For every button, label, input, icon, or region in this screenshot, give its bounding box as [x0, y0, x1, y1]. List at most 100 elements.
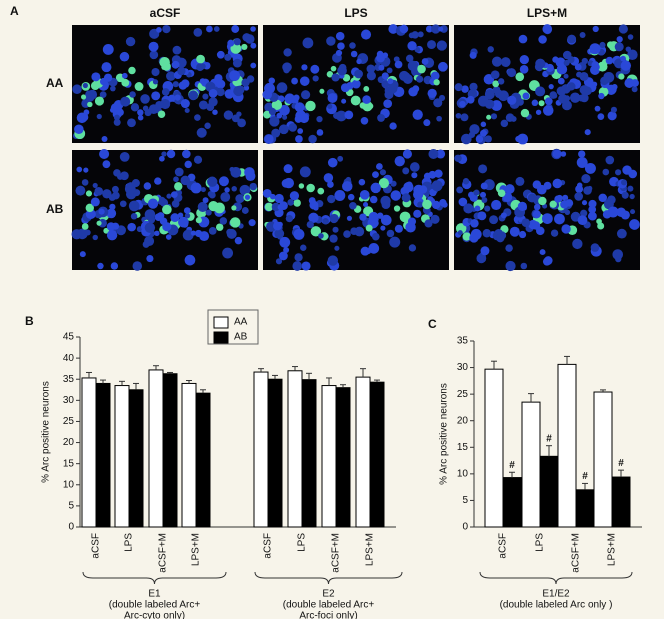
cell — [459, 100, 466, 108]
cell — [212, 109, 218, 115]
cell — [616, 228, 627, 239]
cell — [360, 29, 372, 40]
bar — [301, 379, 317, 528]
cell — [521, 218, 531, 227]
cell — [119, 151, 130, 162]
cell — [610, 106, 617, 113]
cell — [627, 34, 634, 40]
cell — [340, 83, 350, 93]
cell — [484, 89, 495, 100]
cell — [476, 253, 487, 264]
cell — [262, 89, 273, 100]
cell — [269, 116, 280, 127]
cell — [598, 193, 608, 203]
cell — [404, 72, 410, 79]
cell — [131, 179, 140, 188]
cell — [549, 91, 558, 99]
cell — [386, 67, 393, 74]
cell — [113, 118, 121, 126]
cell — [143, 182, 152, 190]
cell — [102, 43, 114, 55]
cell — [76, 112, 88, 124]
cell — [291, 77, 298, 85]
bar — [114, 385, 130, 528]
cell — [331, 73, 340, 82]
cell — [134, 82, 144, 91]
cell — [72, 84, 82, 94]
cell — [579, 93, 589, 103]
cell — [460, 113, 469, 122]
cell — [213, 26, 220, 32]
cell — [455, 112, 462, 119]
cell — [350, 50, 358, 58]
cell — [400, 186, 410, 196]
cell — [241, 43, 248, 51]
cell — [620, 55, 626, 62]
y-tick-label: 35 — [63, 374, 75, 385]
cell — [318, 233, 324, 239]
bar — [81, 377, 97, 528]
cell — [292, 261, 303, 271]
cell — [349, 42, 356, 49]
cell — [457, 230, 463, 236]
cell — [297, 128, 304, 134]
cell — [337, 42, 345, 50]
cell — [478, 164, 488, 174]
cell — [603, 72, 615, 83]
cell — [119, 171, 129, 181]
cell — [241, 207, 249, 214]
cell — [629, 193, 635, 200]
cell — [294, 102, 305, 113]
cell — [356, 58, 362, 65]
cell — [150, 53, 157, 60]
cell — [438, 61, 448, 72]
cell — [603, 199, 614, 210]
cell — [262, 188, 272, 198]
cell — [184, 254, 196, 266]
cell — [389, 122, 397, 130]
cell — [250, 62, 257, 69]
cell — [572, 238, 583, 250]
cell — [591, 81, 598, 87]
cell — [173, 176, 179, 183]
cell — [282, 114, 288, 120]
cell — [198, 100, 208, 110]
cell — [366, 71, 376, 81]
cell — [172, 81, 179, 88]
y-tick-label: 25 — [457, 389, 469, 400]
cell — [94, 96, 105, 106]
cell — [130, 103, 140, 112]
cell — [401, 193, 411, 203]
y-tick-label: 0 — [462, 522, 468, 533]
cell — [330, 65, 337, 72]
cell — [379, 169, 387, 176]
cell — [97, 262, 104, 270]
cell — [558, 93, 568, 104]
cell — [413, 209, 422, 218]
cell — [109, 107, 116, 113]
cell — [405, 54, 414, 63]
bar — [253, 371, 269, 528]
cell — [337, 155, 344, 162]
cell — [208, 227, 217, 235]
cell — [305, 100, 316, 112]
bar — [162, 373, 178, 528]
cell — [216, 50, 225, 59]
cell — [416, 75, 424, 83]
cell — [177, 66, 186, 76]
cell — [301, 64, 308, 71]
cell — [166, 149, 176, 159]
cell — [360, 116, 369, 125]
cell — [527, 193, 537, 203]
cell — [430, 214, 440, 224]
cell — [518, 230, 527, 239]
cell — [208, 88, 218, 98]
bar — [355, 376, 371, 528]
cell — [351, 79, 361, 89]
cell — [202, 197, 209, 204]
cell — [394, 155, 405, 167]
cell — [630, 209, 636, 215]
cell — [342, 181, 353, 192]
bar — [128, 389, 144, 528]
cell — [287, 199, 295, 206]
